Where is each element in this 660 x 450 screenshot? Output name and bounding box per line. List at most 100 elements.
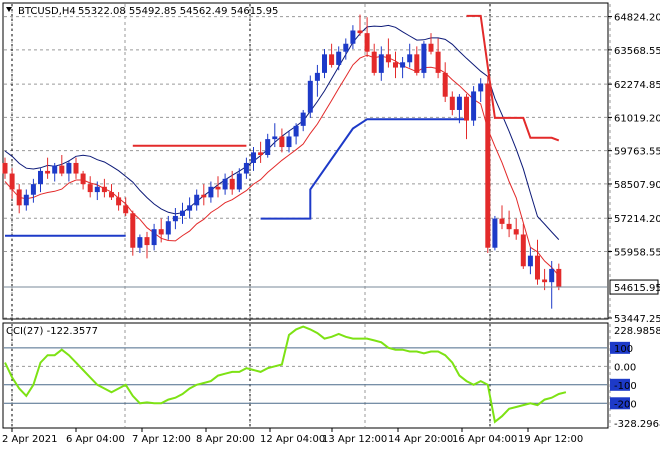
cci-tick-label: 100 bbox=[614, 344, 633, 355]
candle-body bbox=[336, 51, 342, 65]
cci-tick-label: -328.2968 bbox=[614, 419, 660, 430]
candle-body bbox=[172, 215, 178, 222]
candle-body bbox=[272, 136, 278, 140]
candle-body bbox=[116, 197, 122, 206]
candle-body bbox=[314, 72, 320, 81]
cci-tick-label: -100 bbox=[614, 381, 637, 392]
cci-plot bbox=[4, 325, 607, 424]
cci-line bbox=[4, 325, 567, 424]
candle-body bbox=[428, 43, 434, 52]
support-line bbox=[260, 118, 467, 220]
candle-body bbox=[499, 218, 505, 224]
candle-body bbox=[30, 184, 36, 195]
time-tick-label: 13 Apr 12:00 bbox=[322, 434, 387, 445]
candle-body bbox=[442, 72, 448, 97]
candle-body bbox=[16, 189, 22, 206]
candle-body bbox=[492, 218, 498, 248]
candle-body bbox=[300, 112, 306, 126]
candle-body bbox=[449, 96, 455, 110]
candle-body bbox=[549, 268, 555, 283]
candle-body bbox=[527, 255, 533, 267]
candle-body bbox=[229, 178, 235, 190]
time-tick-label: 16 Apr 04:00 bbox=[452, 434, 517, 445]
candle-body bbox=[9, 173, 15, 190]
candle-body bbox=[251, 152, 256, 163]
axes: 64824.20 63568.55 62274.85 61019.20 59763.55… bbox=[2, 7, 660, 445]
price-tick-label: 63568.55 bbox=[614, 46, 660, 57]
candle-body bbox=[38, 170, 43, 185]
candle-body bbox=[371, 51, 377, 73]
candle-body bbox=[45, 170, 51, 174]
candle-body bbox=[208, 186, 214, 198]
candle-body bbox=[456, 96, 462, 110]
candle-body bbox=[236, 173, 242, 190]
time-tick-label: 8 Apr 20:00 bbox=[196, 434, 255, 445]
cci-level-box bbox=[610, 378, 630, 391]
price-tick-label: 61019.20 bbox=[614, 113, 660, 124]
candle-body bbox=[407, 54, 413, 63]
cci-tick-label: 0.00 bbox=[614, 362, 636, 373]
price-tick-label: 59763.55 bbox=[614, 147, 660, 158]
price-tick-label: 62274.85 bbox=[614, 80, 660, 91]
candle-body bbox=[357, 30, 363, 34]
candle-body bbox=[520, 234, 526, 267]
candle-body bbox=[286, 136, 292, 148]
candle-body bbox=[52, 165, 58, 174]
candle-body bbox=[350, 30, 356, 44]
candle-body bbox=[101, 186, 107, 193]
candle-body bbox=[258, 152, 264, 156]
time-tick-label: 2 Apr 2021 bbox=[2, 434, 57, 445]
candle-body bbox=[2, 162, 8, 174]
candle-body bbox=[542, 279, 548, 283]
candle-body bbox=[80, 173, 86, 185]
candle-body bbox=[194, 194, 200, 206]
candle-body bbox=[123, 205, 129, 214]
candle-body bbox=[307, 80, 313, 113]
price-tick-label: 64824.20 bbox=[614, 13, 660, 24]
time-tick-label: 7 Apr 12:00 bbox=[132, 434, 191, 445]
symbol-label: BTCUSD,H4 bbox=[18, 6, 76, 17]
candle-body bbox=[87, 184, 93, 193]
candle-body bbox=[130, 213, 136, 248]
candle-body bbox=[329, 54, 335, 65]
candle-body bbox=[322, 54, 327, 73]
candle-body bbox=[343, 43, 349, 52]
candle-body bbox=[421, 43, 427, 73]
ohlc-label: 55322.08 55492.85 54562.49 54615.95 bbox=[78, 6, 278, 17]
candle-body bbox=[471, 91, 477, 121]
candle-body bbox=[187, 205, 193, 211]
candles bbox=[2, 14, 562, 309]
current-price-box bbox=[609, 279, 659, 295]
candle-body bbox=[151, 229, 157, 246]
candle-body bbox=[378, 54, 384, 73]
main-panel-frame bbox=[2, 2, 609, 320]
candle-body bbox=[73, 162, 79, 174]
symbol-dropdown-icon[interactable] bbox=[6, 7, 12, 12]
price-tick-label: 57214.20 bbox=[614, 214, 660, 225]
candle-body bbox=[158, 229, 164, 235]
candle-body bbox=[364, 33, 370, 52]
candle-body bbox=[137, 237, 143, 248]
candle-body bbox=[243, 162, 249, 174]
cci-tick-label: -200 bbox=[614, 399, 637, 410]
candle-body bbox=[414, 54, 420, 73]
candle-body bbox=[385, 54, 391, 63]
candle-body bbox=[59, 165, 65, 174]
cci-level-box bbox=[610, 397, 630, 410]
cci-label: CCI(27) -122.3577 bbox=[6, 326, 98, 337]
candle-body bbox=[435, 51, 441, 73]
candle-body bbox=[144, 237, 150, 246]
candle-body bbox=[201, 194, 207, 198]
price-tick-label: 55958.55 bbox=[614, 247, 660, 258]
time-tick-label: 14 Apr 20:00 bbox=[388, 434, 453, 445]
candle-body bbox=[265, 139, 271, 156]
candle-body bbox=[279, 136, 285, 148]
candle-body bbox=[506, 223, 512, 230]
current-price-label: 54615.95 bbox=[614, 283, 660, 294]
cci-level-box bbox=[610, 341, 630, 354]
price-tick-label: 53447.25 bbox=[614, 314, 660, 325]
candle-body bbox=[66, 162, 72, 174]
candle-body bbox=[400, 62, 406, 68]
candle-body bbox=[94, 186, 100, 193]
